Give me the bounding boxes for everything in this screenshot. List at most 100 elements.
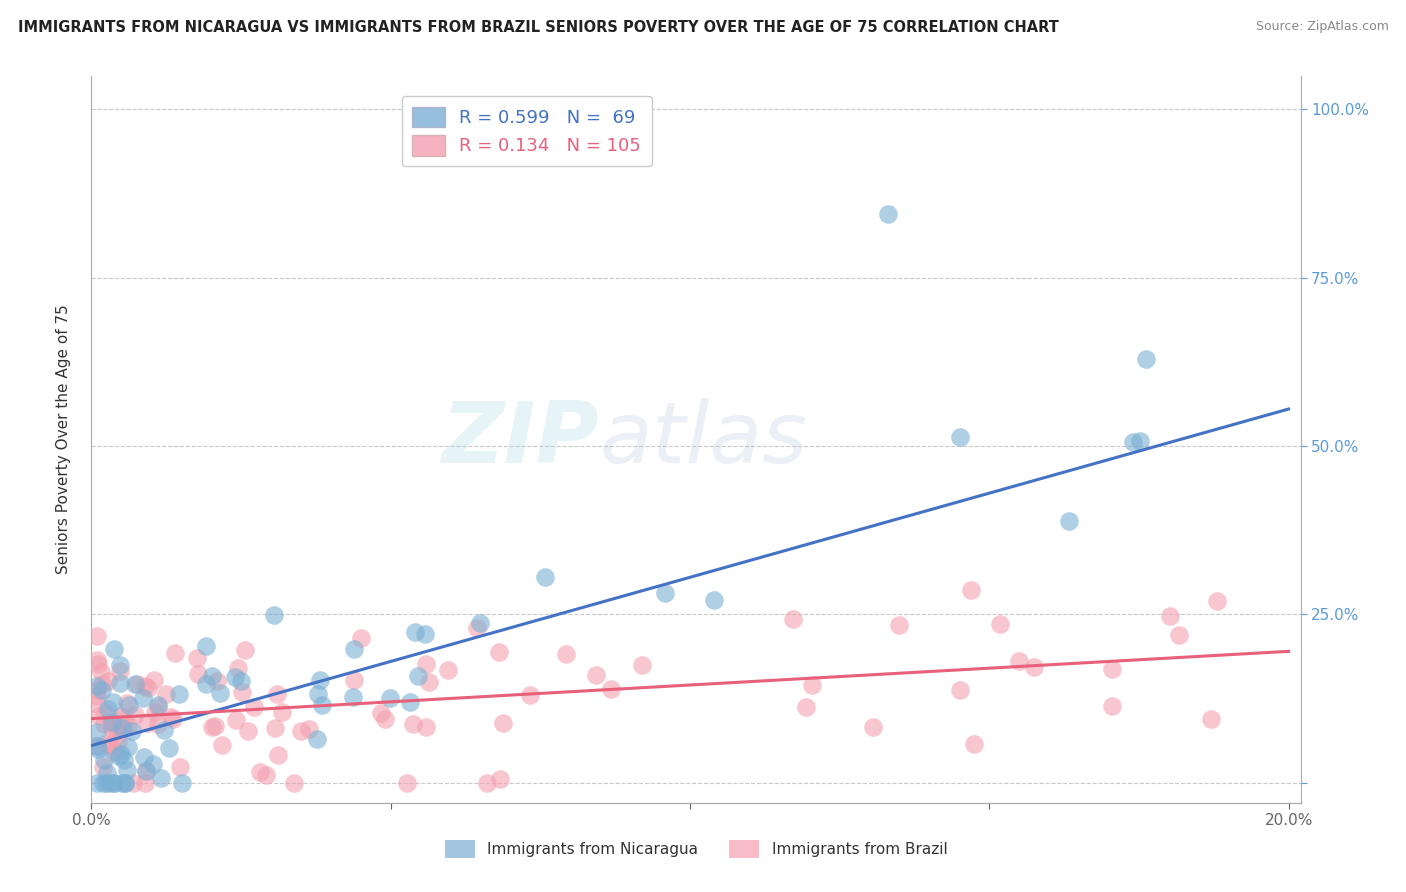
Point [167,688,190,702]
Point [350,631,373,645]
Point [135,716,157,731]
Point [91,683,114,698]
Point [86,679,108,693]
Point [98,738,121,752]
Point [205,674,228,689]
Point [170,775,193,789]
Point [134,775,156,789]
Point [233,643,256,657]
Point [87,657,110,672]
Point [90,665,112,680]
Point [270,705,292,719]
Point [86,683,108,698]
Point [254,768,277,782]
Point [86,739,108,753]
Point [163,646,186,660]
Point [108,726,131,740]
Point [110,747,132,761]
Point [131,691,153,706]
Point [396,775,419,789]
Point [654,585,676,599]
Point [1167,628,1189,642]
Point [224,670,246,684]
Point [399,695,422,709]
Point [963,737,986,751]
Point [406,668,429,682]
Point [307,732,329,747]
Point [114,775,136,789]
Point [404,625,426,640]
Point [1199,712,1222,726]
Point [97,673,120,688]
Point [104,720,127,734]
Point [226,661,249,675]
Point [110,676,132,690]
Point [249,765,271,780]
Point [374,712,396,726]
Point [124,677,146,691]
Point [307,687,329,701]
Point [148,716,170,731]
Point [86,689,108,703]
Point [236,723,259,738]
Point [117,696,139,710]
Point [959,583,981,598]
Point [112,754,135,768]
Point [231,684,253,698]
Point [1122,434,1144,449]
Point [782,612,804,626]
Point [155,687,177,701]
Point [87,742,110,756]
Point [108,658,131,673]
Point [86,653,108,667]
Legend: Immigrants from Nicaragua, Immigrants from Brazil: Immigrants from Nicaragua, Immigrants fr… [439,834,953,864]
Point [90,677,112,691]
Point [876,207,898,221]
Point [211,739,233,753]
Point [127,677,149,691]
Point [283,775,305,789]
Point [630,657,652,672]
Point [263,608,285,623]
Point [600,681,623,696]
Text: Source: ZipAtlas.com: Source: ZipAtlas.com [1256,20,1389,33]
Point [418,674,440,689]
Point [801,678,824,692]
Point [949,682,972,697]
Point [157,740,180,755]
Point [201,720,224,734]
Point [114,775,136,789]
Point [103,775,125,789]
Point [309,673,332,687]
Point [96,765,118,780]
Point [195,676,218,690]
Point [115,764,138,778]
Point [108,749,131,764]
Point [413,627,436,641]
Point [114,711,136,725]
Point [97,702,120,716]
Point [103,775,125,789]
Point [488,772,510,786]
Point [492,716,515,731]
Point [378,691,401,706]
Point [1057,514,1080,528]
Point [135,764,157,778]
Point [204,719,226,733]
Point [298,722,321,736]
Point [124,708,146,723]
Point [148,699,170,714]
Point [465,621,488,635]
Point [118,698,141,713]
Point [703,592,725,607]
Point [108,664,131,678]
Point [200,669,222,683]
Point [1159,609,1181,624]
Point [266,687,288,701]
Point [1024,660,1046,674]
Text: atlas: atlas [599,398,807,481]
Point [160,709,183,723]
Point [534,570,557,584]
Point [266,748,288,763]
Point [103,745,125,759]
